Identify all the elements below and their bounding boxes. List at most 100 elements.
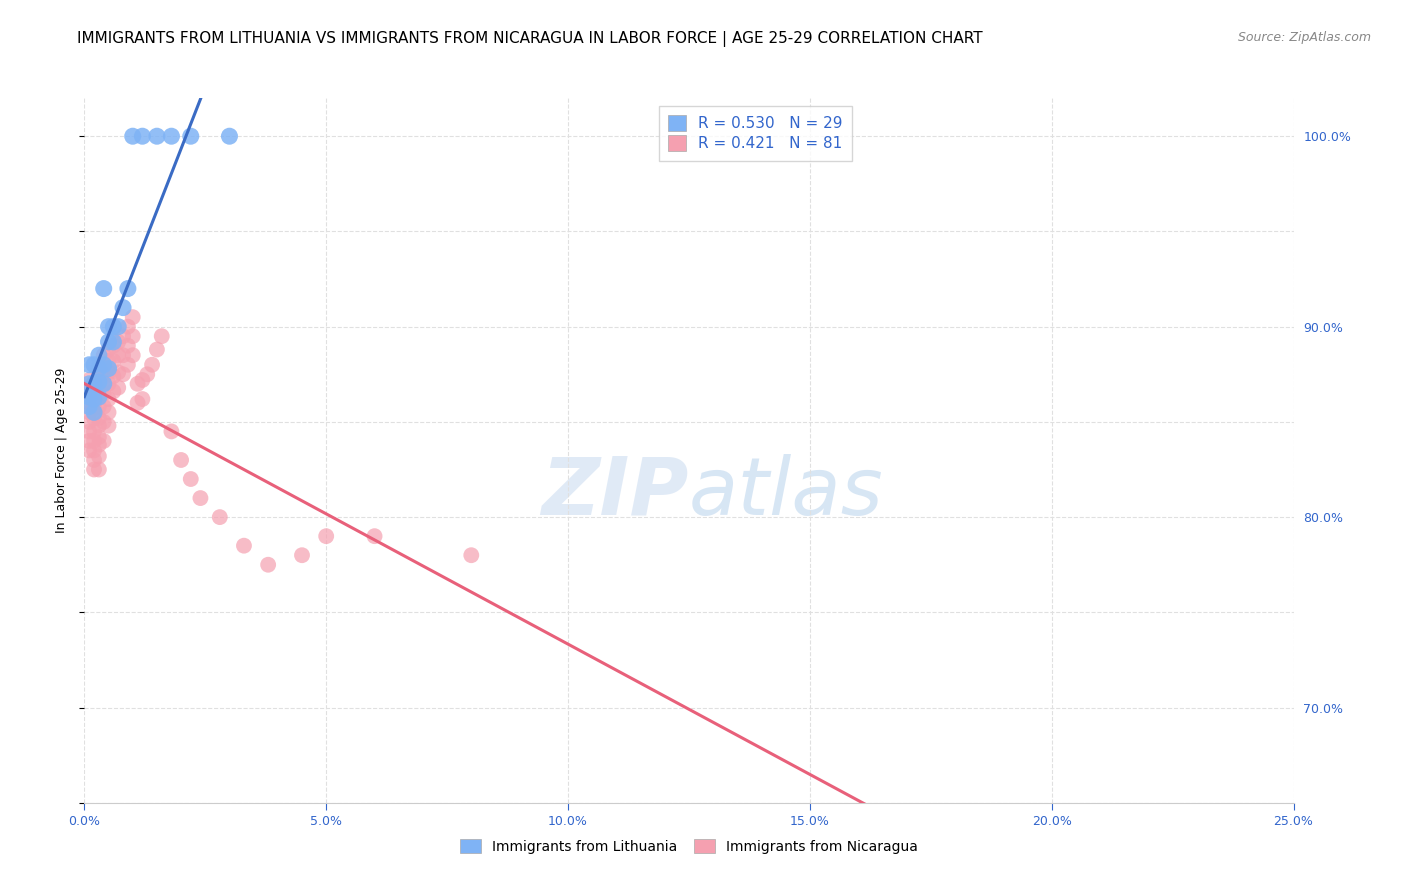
Point bbox=[77, 405, 100, 419]
Point bbox=[208, 510, 231, 524]
Point bbox=[77, 376, 100, 391]
Point bbox=[117, 339, 139, 353]
Point bbox=[103, 354, 125, 368]
Point bbox=[93, 415, 115, 429]
Point bbox=[93, 348, 115, 362]
Point bbox=[83, 405, 105, 419]
Point bbox=[180, 129, 202, 144]
Point bbox=[136, 368, 159, 382]
Point bbox=[107, 381, 129, 395]
Point bbox=[97, 418, 120, 433]
Point bbox=[97, 405, 120, 419]
Point bbox=[93, 434, 115, 448]
Point bbox=[83, 386, 105, 401]
Point bbox=[363, 529, 385, 543]
Point bbox=[141, 358, 163, 372]
Point bbox=[93, 400, 115, 414]
Point bbox=[146, 343, 169, 357]
Point bbox=[150, 329, 173, 343]
Point bbox=[315, 529, 337, 543]
Point bbox=[83, 443, 105, 458]
Point bbox=[77, 386, 100, 401]
Point bbox=[77, 443, 100, 458]
Point bbox=[93, 376, 115, 391]
Point bbox=[97, 392, 120, 406]
Point bbox=[77, 381, 100, 395]
Point bbox=[103, 339, 125, 353]
Point bbox=[83, 411, 105, 425]
Point bbox=[83, 453, 105, 467]
Point bbox=[131, 129, 153, 144]
Point bbox=[87, 361, 110, 376]
Point bbox=[83, 462, 105, 476]
Point bbox=[97, 319, 120, 334]
Point bbox=[93, 386, 115, 401]
Point bbox=[121, 129, 143, 144]
Point bbox=[93, 368, 115, 382]
Text: atlas: atlas bbox=[689, 454, 884, 532]
Point bbox=[97, 361, 120, 376]
Point bbox=[77, 390, 100, 404]
Point bbox=[257, 558, 280, 572]
Point bbox=[87, 376, 110, 391]
Point bbox=[77, 396, 100, 410]
Text: ZIP: ZIP bbox=[541, 454, 689, 532]
Point bbox=[103, 334, 125, 349]
Point bbox=[77, 425, 100, 439]
Point bbox=[112, 368, 135, 382]
Point bbox=[97, 343, 120, 357]
Point bbox=[87, 438, 110, 452]
Point bbox=[233, 539, 256, 553]
Point bbox=[107, 348, 129, 362]
Point bbox=[112, 301, 135, 315]
Point bbox=[87, 449, 110, 463]
Point bbox=[87, 462, 110, 476]
Point bbox=[83, 392, 105, 406]
Point bbox=[112, 348, 135, 362]
Point bbox=[103, 384, 125, 399]
Point bbox=[107, 365, 129, 379]
Point bbox=[107, 319, 129, 334]
Legend: Immigrants from Lithuania, Immigrants from Nicaragua: Immigrants from Lithuania, Immigrants fr… bbox=[454, 833, 924, 859]
Point bbox=[77, 373, 100, 387]
Point bbox=[121, 329, 143, 343]
Point bbox=[93, 282, 115, 296]
Point bbox=[87, 390, 110, 404]
Y-axis label: In Labor Force | Age 25-29: In Labor Force | Age 25-29 bbox=[55, 368, 69, 533]
Point bbox=[121, 310, 143, 325]
Point bbox=[131, 392, 153, 406]
Point bbox=[87, 361, 110, 376]
Point bbox=[83, 396, 105, 410]
Point bbox=[117, 358, 139, 372]
Point bbox=[87, 430, 110, 444]
Point bbox=[190, 491, 212, 505]
Point bbox=[112, 329, 135, 343]
Point bbox=[87, 368, 110, 382]
Point bbox=[87, 375, 110, 389]
Point bbox=[83, 400, 105, 414]
Point bbox=[87, 348, 110, 362]
Point bbox=[83, 425, 105, 439]
Point bbox=[127, 396, 149, 410]
Point bbox=[180, 472, 202, 486]
Point bbox=[93, 358, 115, 372]
Point bbox=[146, 129, 169, 144]
Point bbox=[97, 354, 120, 368]
Point bbox=[218, 129, 240, 144]
Point bbox=[83, 376, 105, 391]
Point bbox=[460, 548, 482, 562]
Point bbox=[97, 365, 120, 379]
Text: IMMIGRANTS FROM LITHUANIA VS IMMIGRANTS FROM NICARAGUA IN LABOR FORCE | AGE 25-2: IMMIGRANTS FROM LITHUANIA VS IMMIGRANTS … bbox=[77, 31, 983, 47]
Point bbox=[77, 400, 100, 414]
Point bbox=[103, 369, 125, 384]
Point bbox=[160, 425, 183, 439]
Point bbox=[83, 434, 105, 448]
Point bbox=[87, 386, 110, 401]
Point bbox=[97, 376, 120, 391]
Point bbox=[131, 373, 153, 387]
Point bbox=[127, 376, 149, 391]
Point bbox=[87, 400, 110, 414]
Point bbox=[97, 334, 120, 349]
Point bbox=[291, 548, 314, 562]
Point bbox=[103, 319, 125, 334]
